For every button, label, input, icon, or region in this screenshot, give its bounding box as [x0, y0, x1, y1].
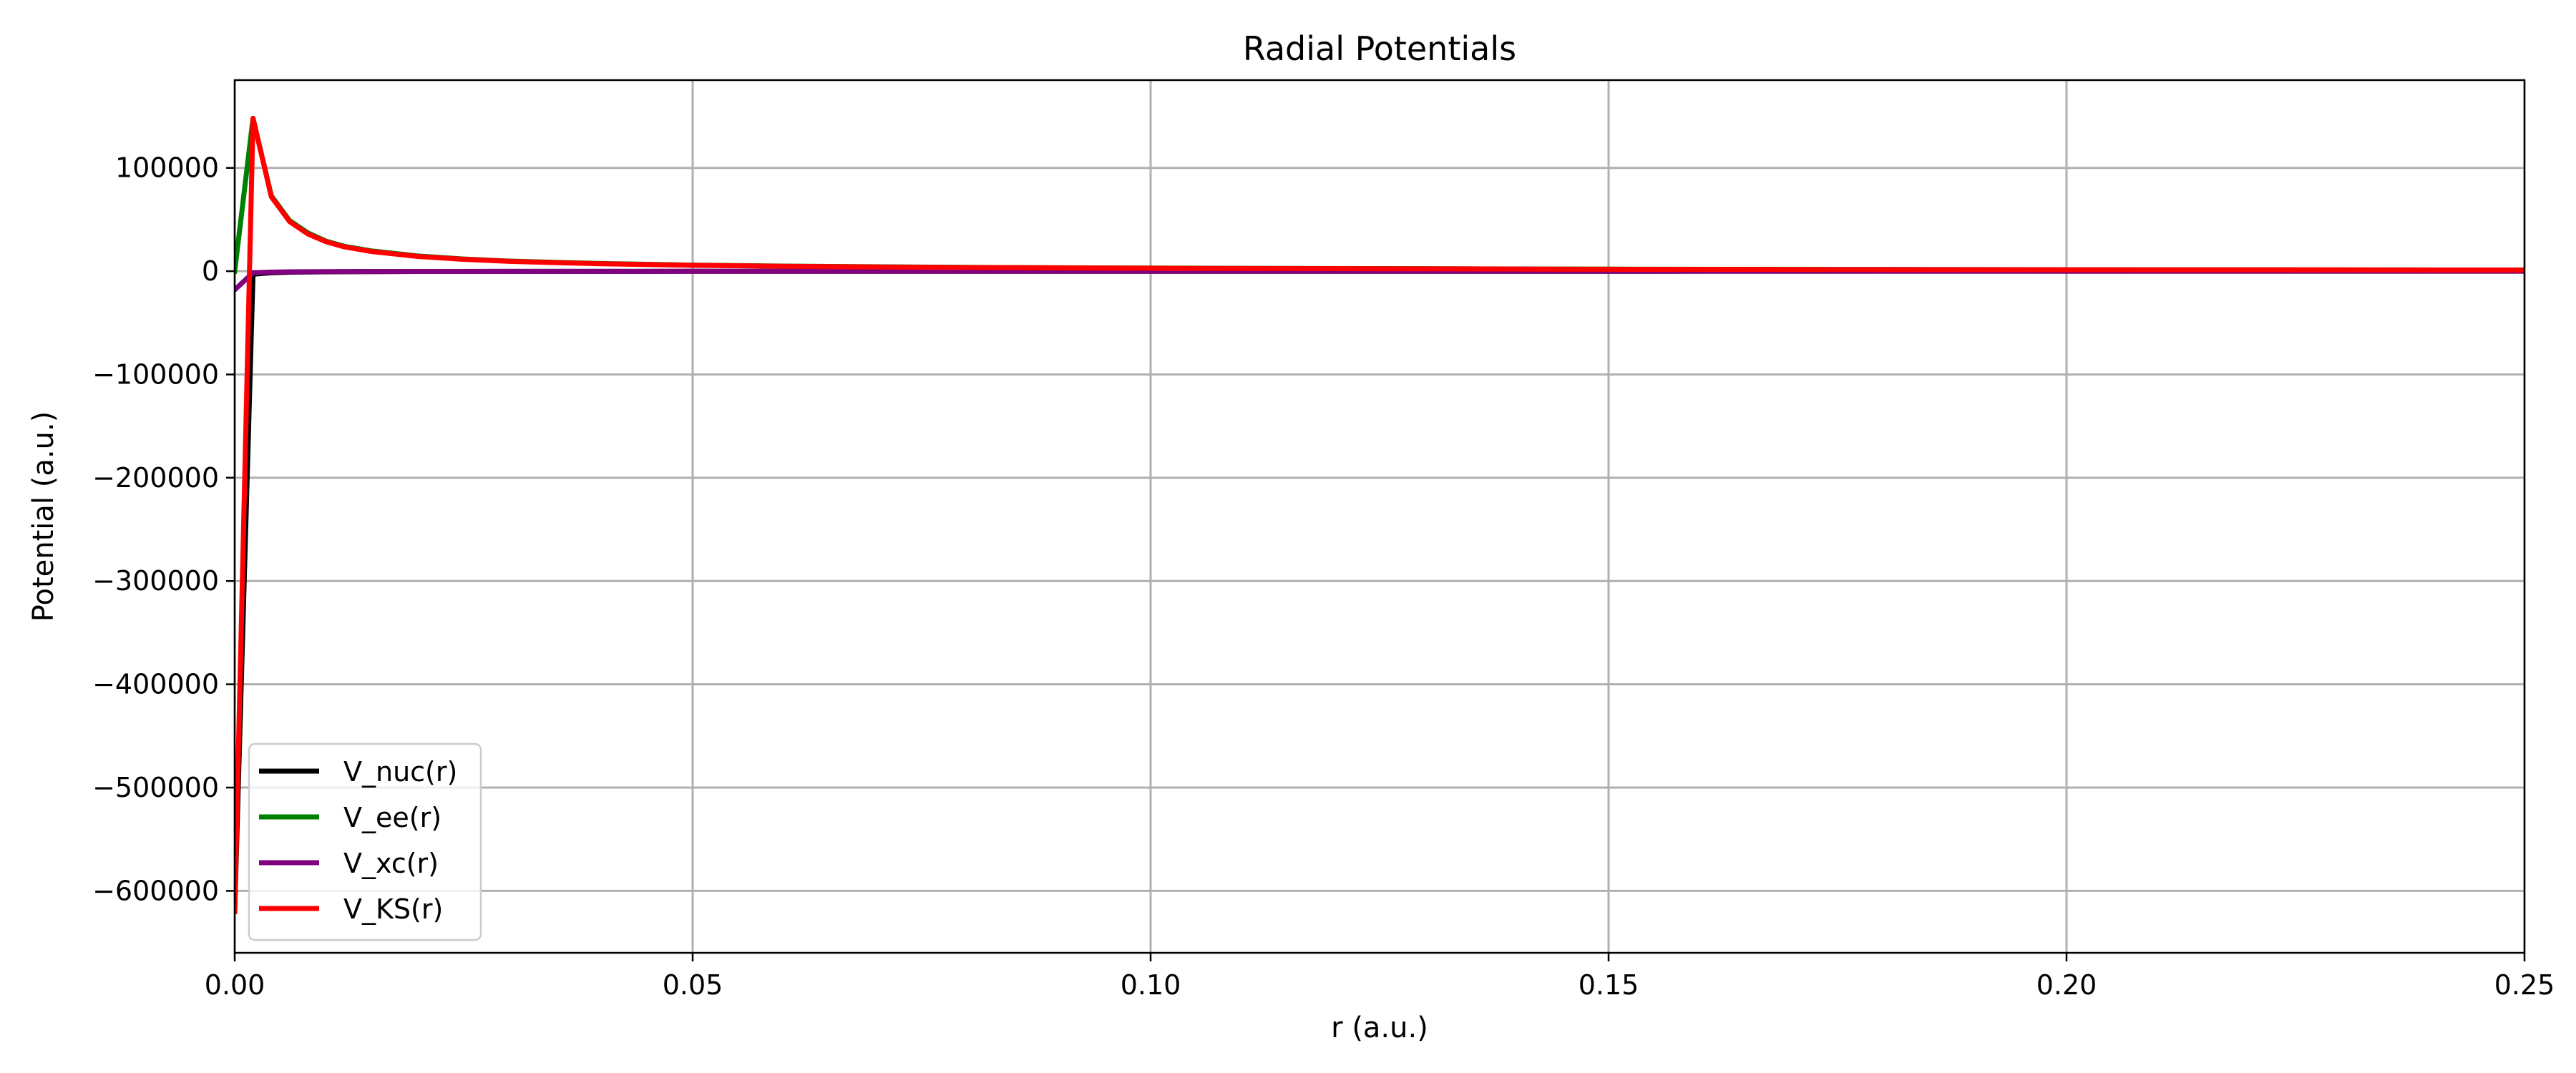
- y-tick-label: −100000: [92, 358, 219, 390]
- y-tick-label: 0: [202, 255, 219, 287]
- x-tick-label: 0.20: [2036, 969, 2097, 1001]
- y-tick-label: 100000: [115, 152, 219, 184]
- y-tick-label: −300000: [92, 565, 219, 597]
- legend-label: V_nuc(r): [343, 756, 457, 788]
- y-axis-label: Potential (a.u.): [27, 411, 60, 622]
- x-tick-label: 0.00: [205, 969, 265, 1001]
- y-tick-label: −200000: [92, 462, 219, 494]
- legend-label: V_KS(r): [343, 893, 443, 925]
- x-tick-label: 0.10: [1121, 969, 1181, 1001]
- y-tick-label: −600000: [92, 875, 219, 906]
- chart-title: Radial Potentials: [1243, 29, 1516, 68]
- y-tick-label: −500000: [92, 772, 219, 803]
- x-tick-label: 0.05: [663, 969, 723, 1001]
- legend: V_nuc(r) V_ee(r) V_xc(r) V_KS(r): [248, 743, 482, 941]
- x-tick-label: 0.15: [1579, 969, 1639, 1001]
- x-axis-label: r (a.u.): [1331, 1011, 1428, 1044]
- series-line-v-ks-r: [235, 115, 2524, 914]
- y-axis-ticks: 100000 0 −100000 −200000 −300000 −400000 −5000…: [92, 152, 235, 906]
- series-lines: [235, 115, 2524, 914]
- y-tick-label: −400000: [92, 669, 219, 700]
- x-tick-label: 0.25: [2494, 969, 2555, 1001]
- x-axis-ticks: 0.00 0.05 0.10 0.15 0.20 0.25: [205, 953, 2555, 1001]
- legend-box: [248, 743, 482, 941]
- plot-frame: [233, 79, 2526, 954]
- legend-label: V_xc(r): [343, 848, 439, 879]
- legend-label: V_ee(r): [343, 802, 441, 833]
